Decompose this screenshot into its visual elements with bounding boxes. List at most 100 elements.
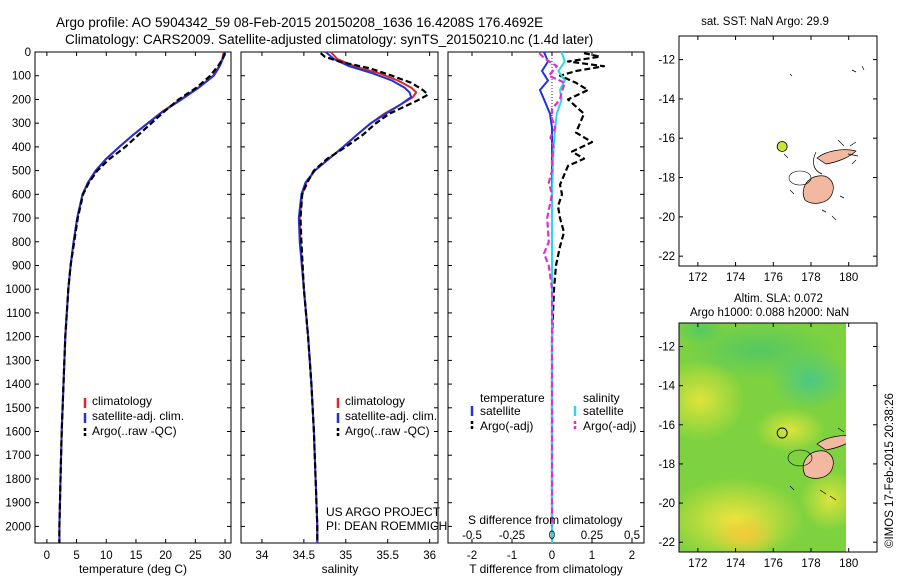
depth-tick-label: 1200 [5, 332, 31, 344]
sla-low-patch [679, 323, 725, 345]
reef-outline [787, 449, 813, 467]
legend-label-s-argo: Argo(-adj) [583, 419, 636, 433]
legend-title-temperature: temperature [480, 391, 545, 405]
sla-low-patch [770, 350, 846, 410]
depth-tick-label: 1300 [5, 355, 31, 367]
x-tick-label: 1 [589, 550, 595, 562]
map-y-tick-label: -22 [658, 537, 675, 549]
figure-title-line2: Climatology: CARS2009. Satellite-adjuste… [65, 32, 593, 47]
map-y-tick-label: -14 [658, 94, 675, 106]
x-tick-label: 0 [549, 550, 555, 562]
legend-label-satellite: satellite-adj. clim. [92, 409, 184, 423]
depth-tick-label: 500 [12, 166, 31, 178]
small-islands [789, 427, 845, 501]
sla-high-patch [755, 408, 825, 452]
map-y-tick-label: -18 [658, 459, 675, 471]
x-tick-label: -1 [507, 550, 517, 562]
x-tick-label: 15 [130, 550, 143, 562]
map-y-tick-label: -14 [658, 381, 675, 393]
map-y-tick-label: -22 [658, 251, 675, 263]
temperature-plot: 0 5 10 15 20 25 30 [44, 51, 231, 562]
x-tick-label: 36 [423, 550, 436, 562]
s-axis-title: S difference from climatology [468, 513, 623, 527]
map-x-tick-label: 174 [726, 272, 746, 284]
x-tick-label: 35 [339, 550, 352, 562]
depth-tick-label: 1500 [5, 403, 31, 415]
map-x-tick-label: 172 [688, 272, 707, 284]
x-tick-label: 34.5 [293, 550, 315, 562]
salinity-axis-title: salinity [322, 562, 359, 576]
depth-tick-label: 100 [12, 71, 31, 83]
s-tick-label: 0 [549, 530, 555, 542]
series-line-temperature-argo-adj [550, 52, 606, 527]
island-vanua-levu [816, 149, 857, 165]
x-tick-label: 10 [100, 550, 113, 562]
depth-tick-label: 400 [12, 142, 31, 154]
map-y-tick-label: -12 [658, 341, 675, 353]
sla-map-panel [678, 322, 878, 553]
x-tick-label: 5 [73, 550, 79, 562]
sla-map-axes: 172 174 176 178 180 -12 -14 -16 -18 -20 -22 [658, 323, 877, 570]
difference-axis-title: T difference from climatology [469, 562, 623, 576]
sst-map-land [783, 65, 865, 221]
depth-tick-label: 0 [25, 47, 31, 59]
sla-high-patch [679, 360, 745, 440]
temperature-legend: climatology satellite-adj. clim. Argo(..… [83, 394, 184, 438]
legend-label-argo: Argo(..raw -QC) [345, 424, 430, 438]
x-tick-label: 34 [256, 550, 269, 562]
depth-tick-label: 1100 [6, 308, 31, 320]
difference-plot: -2 -1 0 1 2 [448, 51, 644, 562]
sla-heatmap [679, 323, 846, 552]
depth-tick-label: 1700 [5, 450, 31, 462]
map-x-tick-label: 176 [764, 272, 783, 284]
sla-map-title-line1: Altim. SLA: 0.072 [734, 293, 823, 305]
s-tick-label: 0.5 [624, 530, 640, 542]
map-y-tick-label: -12 [658, 55, 675, 67]
island-viti-levu [802, 175, 834, 204]
map-x-tick-label: 172 [688, 558, 707, 570]
map-y-tick-label: -20 [658, 498, 675, 510]
depth-tick-label: 700 [12, 213, 31, 225]
reef-outline [788, 170, 812, 186]
salinity-legend: climatology satellite-adj. clim. Argo(..… [326, 394, 447, 533]
depth-tick-label: 900 [12, 260, 31, 272]
s-axis: -0.5 -0.25 0 0.25 0.5 [462, 530, 640, 542]
legend-label-climatology: climatology [345, 394, 405, 408]
legend-label-s-satellite: satellite [583, 404, 624, 418]
legend-label-t-argo: Argo(-adj) [480, 419, 533, 433]
imos-credit: ©IMOS 17-Feb-2015 20:38:26 [884, 393, 896, 548]
salinity-plot: 34 34.5 35 35.5 36 [241, 51, 438, 562]
depth-tick-label: 1600 [5, 427, 31, 439]
x-tick-label: 35.5 [377, 550, 399, 562]
legend-title-salinity: salinity [583, 391, 620, 405]
difference-panel [447, 51, 645, 544]
depth-tick-label: 800 [12, 237, 31, 249]
argo-float-position [776, 427, 788, 439]
argo-float-position [776, 141, 788, 152]
x-tick-label: -2 [467, 550, 477, 562]
island-viti-levu [802, 450, 834, 479]
depth-tick-label: 1000 [5, 284, 31, 296]
map-x-tick-label: 178 [801, 558, 820, 570]
series-line-salinity-argo-adj [538, 52, 566, 527]
sla-peak-patch [710, 515, 780, 552]
legend-label-t-satellite: satellite [480, 404, 521, 418]
temperature-axis-title: temperature (deg C) [79, 562, 187, 576]
small-islands [783, 65, 865, 221]
depth-tick-label: 1400 [5, 379, 31, 391]
map-y-tick-label: -18 [658, 173, 675, 185]
depth-tick-label: 600 [12, 189, 31, 201]
map-x-tick-label: 180 [839, 558, 858, 570]
depth-tick-label: 300 [12, 118, 31, 130]
sla-map-title-line2: Argo h1000: 0.088 h2000: NaN [690, 307, 849, 319]
s-tick-label: 0.25 [581, 530, 603, 542]
depth-tick-label: 2000 [5, 521, 31, 533]
depth-tick-label: 200 [12, 94, 31, 106]
island-vanua-levu [816, 435, 846, 451]
map-x-tick-label: 180 [839, 272, 858, 284]
depth-tick-label: 1900 [5, 498, 31, 510]
map-x-tick-label: 176 [764, 558, 783, 570]
x-tick-label: 0 [44, 550, 50, 562]
x-tick-label: 2 [629, 550, 635, 562]
